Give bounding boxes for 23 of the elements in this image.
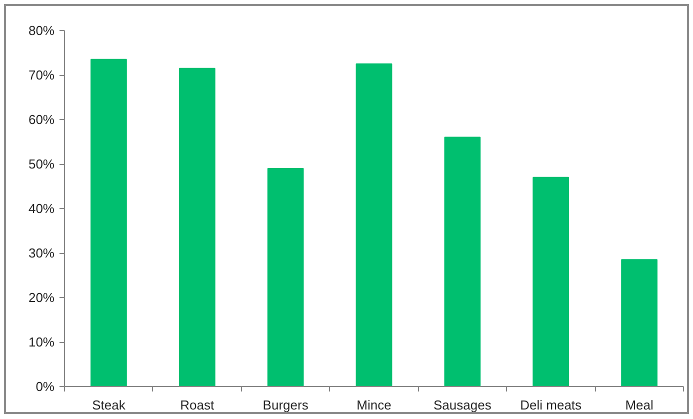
y-tick-label: 0% <box>36 379 55 394</box>
y-tick-label: 10% <box>28 334 55 350</box>
y-tick-label: 60% <box>28 112 55 127</box>
x-tick-label: Sausages <box>434 398 492 412</box>
y-tick-label: 20% <box>28 290 55 305</box>
x-tick-label: Steak <box>92 398 126 412</box>
y-tick-label: 80% <box>28 23 55 38</box>
x-tick-label: Mince <box>356 398 392 412</box>
x-tick-label: Roast <box>180 398 215 412</box>
bar <box>444 136 481 386</box>
y-tick-label: 70% <box>28 68 55 82</box>
x-tick-label: Burgers <box>262 398 309 412</box>
bar <box>178 68 216 386</box>
x-tick-label: Deli meats <box>520 398 582 412</box>
bar <box>90 58 127 386</box>
bar <box>267 168 304 386</box>
y-tick-label: 30% <box>28 246 55 260</box>
y-tick-label: 40% <box>28 201 55 216</box>
bar <box>356 63 392 386</box>
bar <box>621 259 658 386</box>
bar <box>532 176 570 386</box>
y-tick-label: 50% <box>28 156 55 172</box>
x-tick-label: Meal <box>625 398 654 412</box>
